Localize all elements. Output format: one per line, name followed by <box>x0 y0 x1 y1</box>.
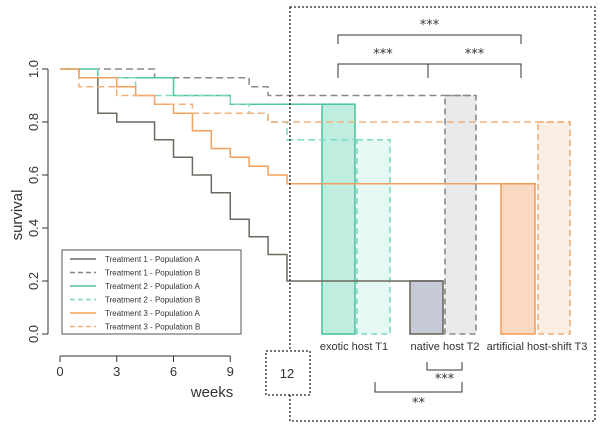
bar <box>444 94 477 335</box>
y-tick-label: 0.8 <box>26 113 41 131</box>
bar-groups: exotic host T1 native host T2 artificial h… <box>320 94 588 353</box>
significance-label: *** <box>435 372 455 387</box>
x-axis-title: weeks <box>190 384 234 401</box>
bar <box>537 121 571 335</box>
legend-box <box>61 249 242 335</box>
x-tick-label: 0 <box>56 364 63 379</box>
legend-label: Treatment 2 - Population B <box>105 296 200 305</box>
legend-label: Treatment 3 - Population A <box>105 309 201 318</box>
bar <box>500 182 536 335</box>
bar-group-label: exotic host T1 <box>320 341 388 353</box>
y-axis-title: survival <box>9 190 26 241</box>
significance-label: *** <box>465 47 485 62</box>
y-tick-label: 1.0 <box>26 60 41 78</box>
x-tick-label: 6 <box>170 364 177 379</box>
week-12-frame <box>265 350 311 396</box>
y-tick-label: 0.4 <box>26 219 41 237</box>
significance-label: ** <box>412 396 426 411</box>
y-tick-label: 0.2 <box>26 272 41 290</box>
legend-label: Treatment 1 - Population B <box>105 269 200 278</box>
legend-label: Treatment 1 - Population A <box>105 255 201 264</box>
significance-bracket <box>374 382 463 393</box>
bar <box>409 280 444 335</box>
series-line <box>60 68 443 282</box>
bar <box>356 138 391 335</box>
significance-bracket <box>426 362 463 371</box>
survival-lines <box>60 68 571 282</box>
bar-group-label: native host T2 <box>411 341 480 353</box>
x-tick-label: 12 <box>280 366 294 381</box>
axes: 0.0 0.2 0.4 0.6 0.8 1.0 0 3 6 9 <box>26 60 234 379</box>
legend: Treatment 1 - Population A Treatment 1 - … <box>61 249 242 335</box>
significance-bracket <box>337 63 429 78</box>
inset-frame <box>289 6 596 422</box>
significance-brackets: ****** ******** <box>337 18 522 411</box>
y-tick-label: 0.0 <box>26 325 41 343</box>
series-line <box>60 68 571 123</box>
x-tick-label: 9 <box>227 364 234 379</box>
bar <box>321 103 356 335</box>
significance-bracket <box>337 34 522 44</box>
significance-bracket <box>427 63 522 78</box>
series-line <box>60 68 322 105</box>
series-line <box>60 68 536 185</box>
legend-label: Treatment 3 - Population B <box>105 323 200 332</box>
legend-label: Treatment 2 - Population A <box>105 282 201 291</box>
series-line <box>60 68 476 97</box>
x-tick-label: 3 <box>113 364 120 379</box>
y-tick-label: 0.6 <box>26 166 41 184</box>
significance-label: *** <box>373 47 393 62</box>
bar-group-label: artificial host-shift T3 <box>487 341 588 353</box>
significance-label: *** <box>420 18 440 33</box>
